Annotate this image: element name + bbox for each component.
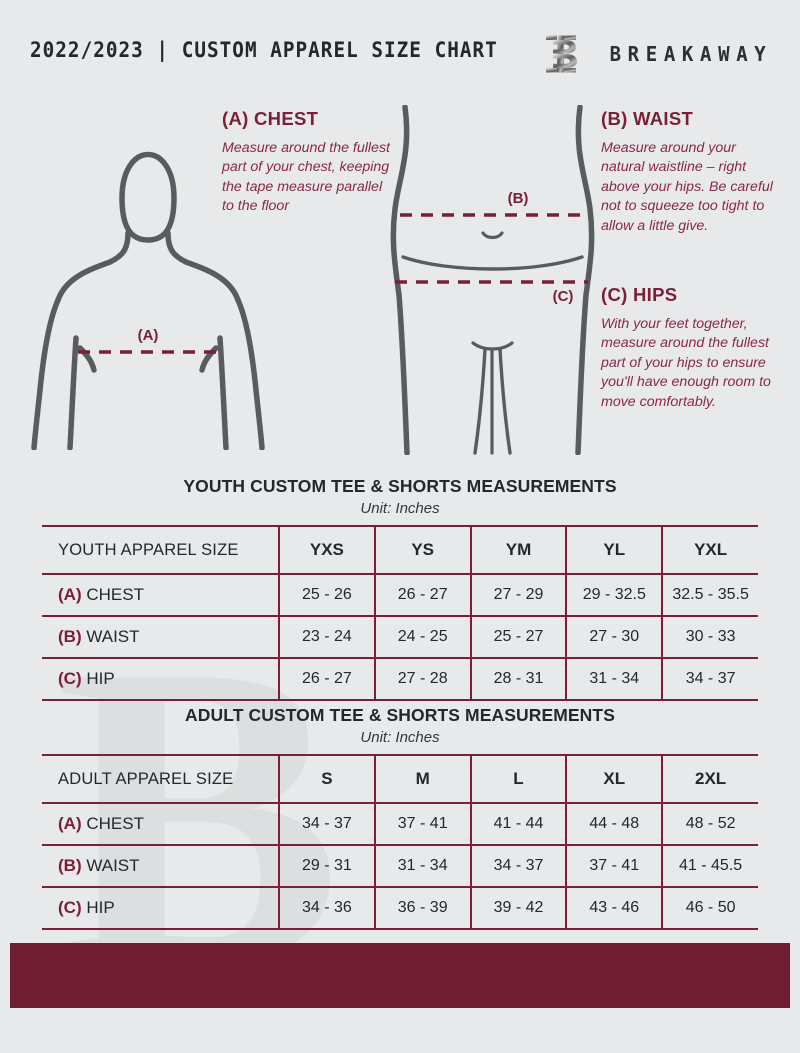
table-cell-measurement: 27 - 28 xyxy=(373,657,472,701)
row-tag: (B) xyxy=(58,627,82,646)
table-cell-measurement: 43 - 46 xyxy=(565,886,664,930)
instruction-waist: (B) WAIST Measure around your natural wa… xyxy=(601,108,781,236)
table-cell-measurement: 48 - 52 xyxy=(661,802,758,846)
lower-body-silhouette-icon: (B) (C) xyxy=(390,105,595,455)
table-cell-measurement: 32.5 - 35.5 xyxy=(661,573,758,617)
page-title: 2022/2023 | CUSTOM APPAREL SIZE CHART xyxy=(30,38,498,62)
row-label-chest: (A) CHEST xyxy=(42,802,280,846)
row-label-waist: (B) WAIST xyxy=(42,615,280,659)
waist-measure-label: (B) xyxy=(508,190,529,207)
page-header: 2022/2023 | CUSTOM APPAREL SIZE CHART xyxy=(0,0,800,100)
row-label-waist: (B) WAIST xyxy=(42,844,280,888)
row-tag: (A) xyxy=(58,814,82,833)
table-row: (B) WAIST 29 - 31 31 - 34 34 - 37 37 - 41 41 … xyxy=(42,844,758,888)
table-row: (A) CHEST 34 - 37 37 - 41 41 - 44 44 - 48 48 … xyxy=(42,802,758,846)
chest-measure-label: (A) xyxy=(138,327,159,344)
table-cell-measurement: 31 - 34 xyxy=(565,657,664,701)
table-header-size-s: S xyxy=(278,754,376,804)
table-cell-measurement: 34 - 37 xyxy=(661,657,758,701)
table-header-size-m: M xyxy=(373,754,472,804)
instruction-hips-heading: (C) HIPS xyxy=(601,284,678,305)
table-cell-measurement: 29 - 32.5 xyxy=(565,573,664,617)
youth-table-title: YOUTH CUSTOM TEE & SHORTS MEASUREMENTS xyxy=(183,476,617,496)
instruction-chest-body: Measure around the fullest part of your … xyxy=(222,140,390,215)
instruction-hips: (C) HIPS With your feet together, measur… xyxy=(601,284,781,412)
table-cell-measurement: 30 - 33 xyxy=(661,615,758,659)
table-header-row: YOUTH APPAREL SIZE YXS YS YM YL YXL xyxy=(42,525,758,575)
table-header-size-2xl: 2XL xyxy=(661,754,758,804)
instruction-chest: (A) CHEST Measure around the fullest par… xyxy=(222,108,397,217)
table-cell-measurement: 29 - 31 xyxy=(278,844,376,888)
table-header-size-label: ADULT APPAREL SIZE xyxy=(42,754,280,804)
table-cell-measurement: 27 - 30 xyxy=(565,615,664,659)
adult-table-unit: Unit: Inches xyxy=(360,729,440,746)
row-tag: (B) xyxy=(58,856,82,875)
row-label-hip: (C) HIP xyxy=(42,886,280,930)
table-row: (B) WAIST 23 - 24 24 - 25 25 - 27 27 - 30 30 … xyxy=(42,615,758,659)
row-tag: (C) xyxy=(58,669,82,688)
table-header-size-label: YOUTH APPAREL SIZE xyxy=(42,525,280,575)
table-row: (A) CHEST 25 - 26 26 - 27 27 - 29 29 - 32.5 3… xyxy=(42,573,758,617)
table-cell-measurement: 28 - 31 xyxy=(469,657,568,701)
instruction-chest-heading: (A) CHEST xyxy=(222,108,319,129)
row-tag: (C) xyxy=(58,898,82,917)
youth-table-section: YOUTH CUSTOM TEE & SHORTS MEASUREMENTS U… xyxy=(42,476,758,701)
table-header-size-ym: YM xyxy=(469,525,568,575)
table-cell-measurement: 34 - 37 xyxy=(278,802,376,846)
table-cell-measurement: 31 - 34 xyxy=(373,844,472,888)
table-header-size-yxl: YXL xyxy=(661,525,758,575)
brand-block: BREAKAWAY xyxy=(543,33,772,75)
table-row: (C) HIP 26 - 27 27 - 28 28 - 31 31 - 34 34 - … xyxy=(42,657,758,701)
adult-table-section: ADULT CUSTOM TEE & SHORTS MEASUREMENTS U… xyxy=(42,705,758,930)
brand-name: BREAKAWAY xyxy=(609,42,772,66)
youth-table-unit: Unit: Inches xyxy=(360,500,440,517)
table-header-size-yl: YL xyxy=(565,525,664,575)
instruction-waist-heading: (B) WAIST xyxy=(601,108,694,129)
youth-size-table: YOUTH APPAREL SIZE YXS YS YM YL YXL (A) CHEST… xyxy=(42,525,758,701)
table-cell-measurement: 37 - 41 xyxy=(373,802,472,846)
table-cell-measurement: 25 - 27 xyxy=(469,615,568,659)
adult-table-title: ADULT CUSTOM TEE & SHORTS MEASUREMENTS xyxy=(185,705,615,725)
breakaway-b-monogram-icon xyxy=(545,35,577,73)
table-header-row: ADULT APPAREL SIZE S M L XL 2XL xyxy=(42,754,758,804)
table-cell-measurement: 26 - 27 xyxy=(278,657,376,701)
row-label-hip: (C) HIP xyxy=(42,657,280,701)
instruction-waist-body: Measure around your natural waistline – … xyxy=(601,140,773,234)
table-cell-measurement: 24 - 25 xyxy=(373,615,472,659)
instruction-hips-body: With your feet together, measure around … xyxy=(601,316,771,410)
table-header-size-l: L xyxy=(469,754,568,804)
table-header-size-yxs: YXS xyxy=(278,525,376,575)
row-label-chest: (A) CHEST xyxy=(42,573,280,617)
table-cell-measurement: 36 - 39 xyxy=(373,886,472,930)
adult-size-table: ADULT APPAREL SIZE S M L XL 2XL (A) CHEST 34 -… xyxy=(42,754,758,930)
table-cell-measurement: 41 - 45.5 xyxy=(661,844,758,888)
table-cell-measurement: 23 - 24 xyxy=(278,615,376,659)
table-header-size-xl: XL xyxy=(565,754,664,804)
table-cell-measurement: 34 - 36 xyxy=(278,886,376,930)
table-cell-measurement: 27 - 29 xyxy=(469,573,568,617)
table-cell-measurement: 44 - 48 xyxy=(565,802,664,846)
table-cell-measurement: 39 - 42 xyxy=(469,886,568,930)
table-cell-measurement: 34 - 37 xyxy=(469,844,568,888)
table-cell-measurement: 46 - 50 xyxy=(661,886,758,930)
table-cell-measurement: 26 - 27 xyxy=(373,573,472,617)
table-cell-measurement: 41 - 44 xyxy=(469,802,568,846)
table-row: (C) HIP 34 - 36 36 - 39 39 - 42 43 - 46 46 - … xyxy=(42,886,758,930)
hip-measure-label: (C) xyxy=(553,288,574,305)
footer-bar xyxy=(10,943,790,1008)
table-header-size-ys: YS xyxy=(373,525,472,575)
row-tag: (A) xyxy=(58,585,82,604)
upper-body-silhouette-icon: (A) xyxy=(31,152,265,450)
table-cell-measurement: 37 - 41 xyxy=(565,844,664,888)
table-cell-measurement: 25 - 26 xyxy=(278,573,376,617)
